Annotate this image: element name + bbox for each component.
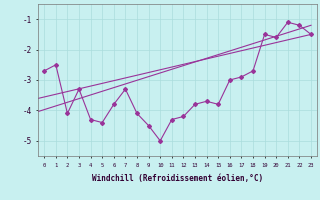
X-axis label: Windchill (Refroidissement éolien,°C): Windchill (Refroidissement éolien,°C) [92,174,263,183]
